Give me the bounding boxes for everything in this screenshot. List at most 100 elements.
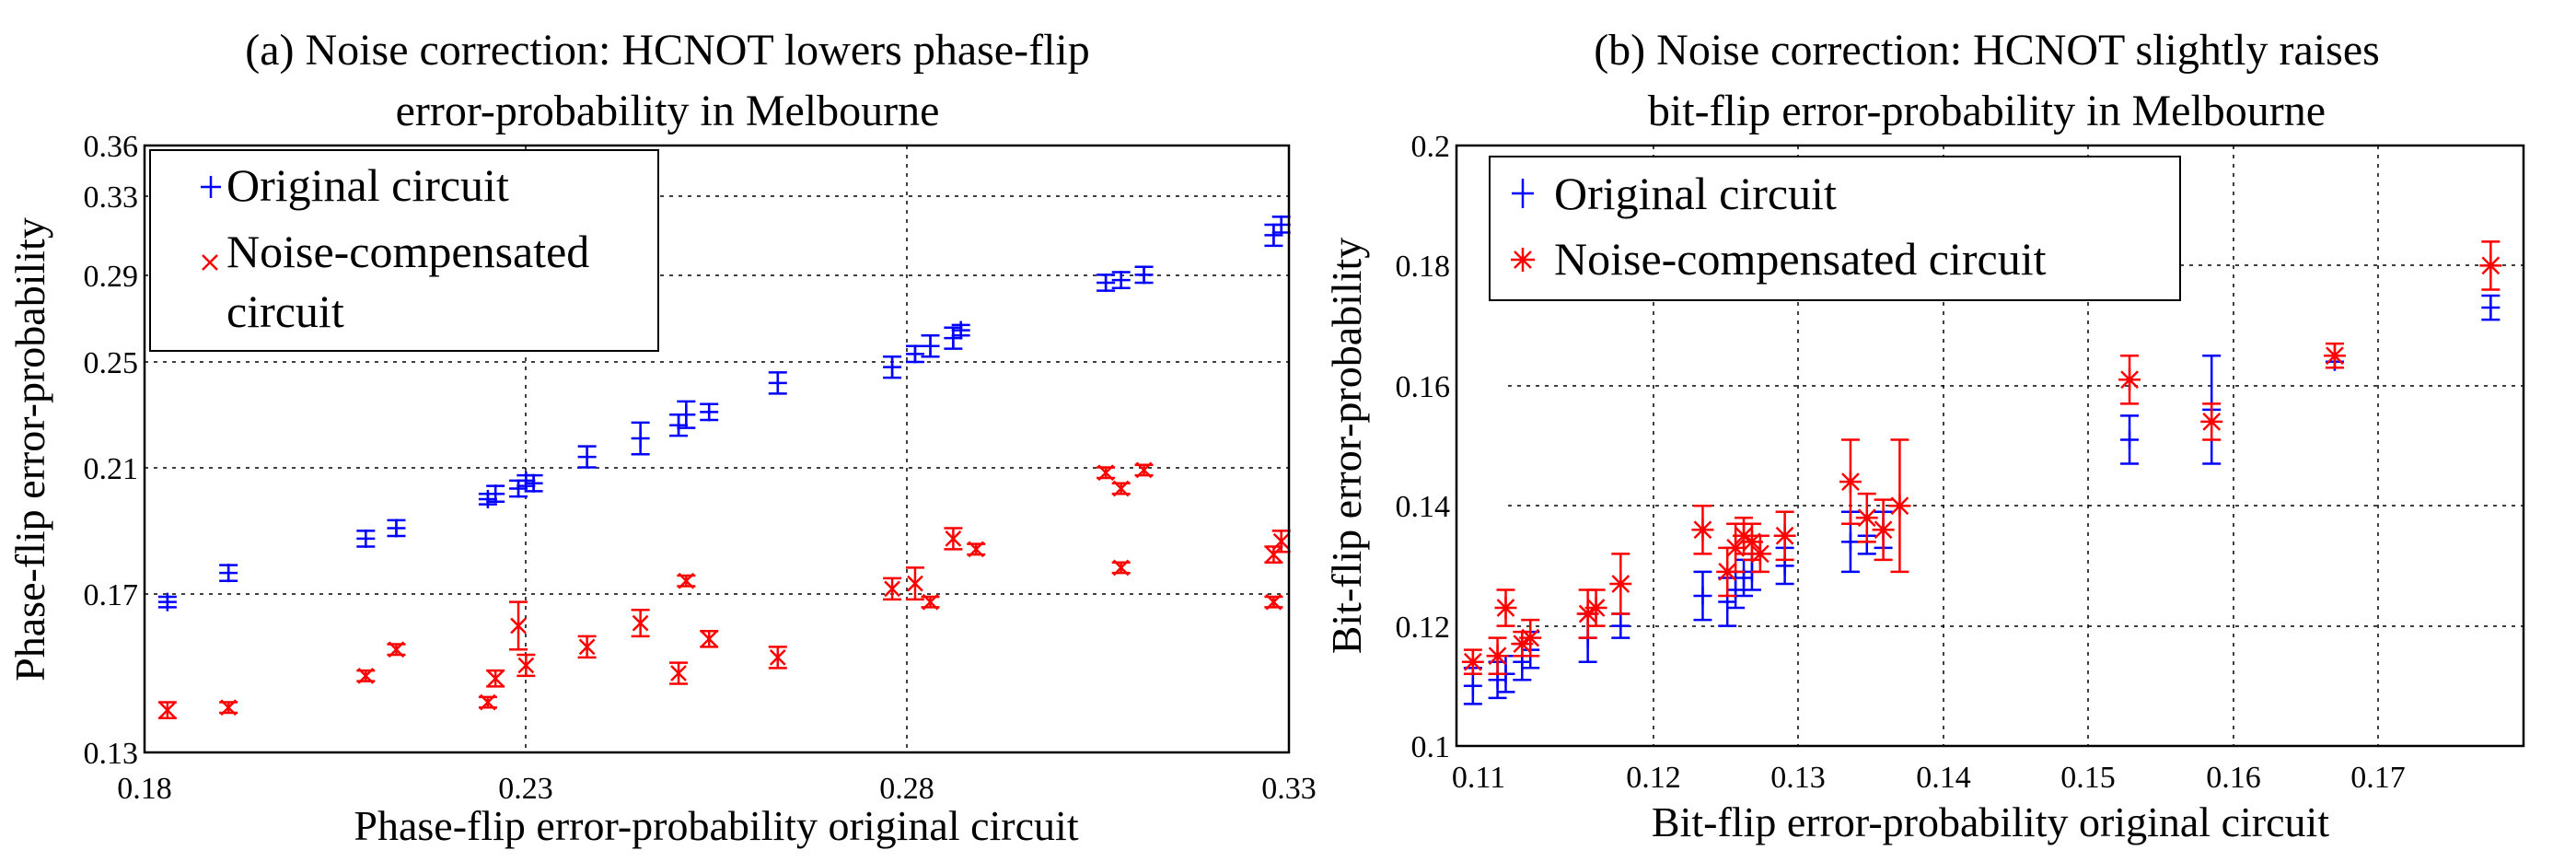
- compensated-point: [577, 635, 597, 659]
- panel-b-title-line2: bit-flip error-probability in Melbourne: [1648, 87, 2326, 135]
- panel-b-ytick: 0.14: [1396, 490, 1451, 524]
- compensated-point: [1134, 461, 1154, 479]
- panel-a-ytick: 0.21: [84, 452, 139, 486]
- panel-a-xtick: 0.28: [879, 772, 934, 806]
- compensated-point: [967, 541, 986, 558]
- original-point: [2481, 294, 2501, 321]
- compensated-point: [1264, 593, 1283, 611]
- panel-a-x-axis-label: Phase-flip error-probability original ci…: [354, 802, 1078, 849]
- original-point: [524, 473, 543, 493]
- legend-label-compensated-line2: circuit: [226, 285, 344, 337]
- compensated-point: [631, 609, 650, 638]
- panel-a-xtick: 0.18: [117, 772, 172, 806]
- panel-b-xtick: 0.13: [1770, 761, 1826, 795]
- panel-b-legend: Original circuit Noise-compensated circu…: [1489, 156, 2181, 301]
- compensated-point: [356, 668, 376, 684]
- panel-b-ytick: 0.12: [1396, 611, 1451, 645]
- original-point: [677, 400, 696, 429]
- compensated-point: [1111, 559, 1131, 577]
- compensated-point: [700, 629, 719, 648]
- panel-a-y-ticks: 0.36 0.33 0.29 0.25 0.21 0.17 0.13: [84, 130, 139, 771]
- panel-a-title-line2: error-probability in Melbourne: [396, 87, 940, 135]
- panel-b: (b) Noise correction: HCNOT slightly rai…: [1323, 26, 2525, 845]
- original-point: [905, 344, 924, 364]
- panel-b-ytick: 0.1: [1411, 730, 1451, 764]
- compensated-point: [921, 593, 940, 611]
- original-point: [356, 529, 376, 548]
- panel-b-title-line1: (b) Noise correction: HCNOT slightly rai…: [1594, 26, 2380, 75]
- compensated-point: [1773, 510, 1796, 562]
- compensated-point: [516, 653, 536, 678]
- legend-label-original: Original circuit: [1554, 168, 1837, 219]
- compensated-point: [1855, 492, 1878, 543]
- panel-b-xtick: 0.12: [1626, 761, 1681, 795]
- original-point: [577, 445, 597, 469]
- compensated-point: [486, 669, 505, 688]
- compensated-point: [2118, 354, 2141, 405]
- panel-a-title-line1: (a) Noise correction: HCNOT lowers phase…: [245, 26, 1090, 75]
- compensated-point: [1486, 636, 1509, 676]
- compensated-point: [1839, 438, 1862, 526]
- panel-a-plot-frame: [143, 144, 1291, 754]
- panel-b-xtick: 0.11: [1452, 761, 1505, 795]
- panel-a-legend: Original circuit Noise-compensated circu…: [149, 149, 659, 352]
- original-point: [387, 518, 406, 538]
- panel-a-ytick: 0.17: [84, 578, 139, 612]
- original-point: [478, 489, 497, 508]
- original-point: [669, 414, 689, 437]
- original-point: [700, 402, 719, 422]
- legend-label-compensated: Noise-compensated: [226, 226, 589, 277]
- compensated-point: [905, 566, 924, 601]
- compensated-point: [219, 699, 238, 716]
- original-point: [219, 564, 238, 583]
- original-point: [883, 355, 902, 379]
- panel-a-xtick: 0.33: [1261, 772, 1317, 806]
- panel-a-xtick: 0.23: [498, 772, 553, 806]
- compensated-point: [883, 577, 902, 601]
- original-point: [921, 334, 940, 358]
- legend-label-original: Original circuit: [226, 159, 509, 211]
- original-point: [1264, 223, 1283, 248]
- panel-a-y-axis-label: Phase-flip error-probability: [6, 217, 53, 681]
- original-point: [1097, 273, 1116, 292]
- legend-plus-marker: [201, 176, 221, 198]
- compensated-point: [2200, 402, 2223, 441]
- panel-a-ytick: 0.29: [84, 260, 139, 294]
- panel-b-x-ticks: 0.11 0.12 0.13 0.14 0.15 0.16 0.17: [1452, 761, 2406, 795]
- legend-label-compensated: Noise-compensated circuit: [1554, 233, 2047, 285]
- panel-b-xtick: 0.14: [1916, 761, 1971, 795]
- legend-x-marker: [202, 254, 218, 271]
- compensated-point: [1264, 545, 1283, 564]
- original-point: [951, 320, 970, 340]
- compensated-point: [768, 646, 787, 670]
- compensated-point: [677, 572, 696, 589]
- panel-b-ytick: 0.18: [1396, 250, 1451, 284]
- compensated-point: [1691, 504, 1714, 555]
- panel-a-ytick: 0.33: [84, 181, 139, 215]
- original-point: [486, 484, 505, 504]
- compensated-point: [1872, 498, 1895, 562]
- compensated-point: [1111, 480, 1131, 497]
- panel-b-xtick: 0.17: [2350, 761, 2406, 795]
- panel-a-gridlines: [145, 146, 1289, 752]
- panel-b-y-axis-label: Bit-flip error-probability: [1323, 238, 1370, 655]
- legend-plus-marker: [1512, 179, 1534, 208]
- compensated-point: [1609, 553, 1632, 615]
- panel-b-xtick: 0.16: [2206, 761, 2261, 795]
- original-point: [631, 421, 650, 456]
- original-point: [2120, 414, 2140, 465]
- compensated-point: [1888, 438, 1911, 574]
- compensated-point: [2323, 342, 2346, 369]
- panel-a-ytick: 0.36: [84, 130, 139, 164]
- panel-b-y-ticks: 0.2 0.18 0.16 0.14 0.12 0.1: [1396, 130, 1451, 764]
- legend-star-marker: [1511, 248, 1535, 272]
- compensated-point: [1097, 464, 1116, 482]
- compensated-point: [1584, 588, 1607, 627]
- compensated-point: [669, 661, 689, 685]
- compensated-point: [2479, 240, 2502, 291]
- panel-a: (a) Noise correction: HCNOT lowers phase…: [6, 26, 1317, 849]
- compensated-point: [1271, 530, 1291, 553]
- original-point: [516, 471, 536, 490]
- original-point: [1693, 570, 1712, 622]
